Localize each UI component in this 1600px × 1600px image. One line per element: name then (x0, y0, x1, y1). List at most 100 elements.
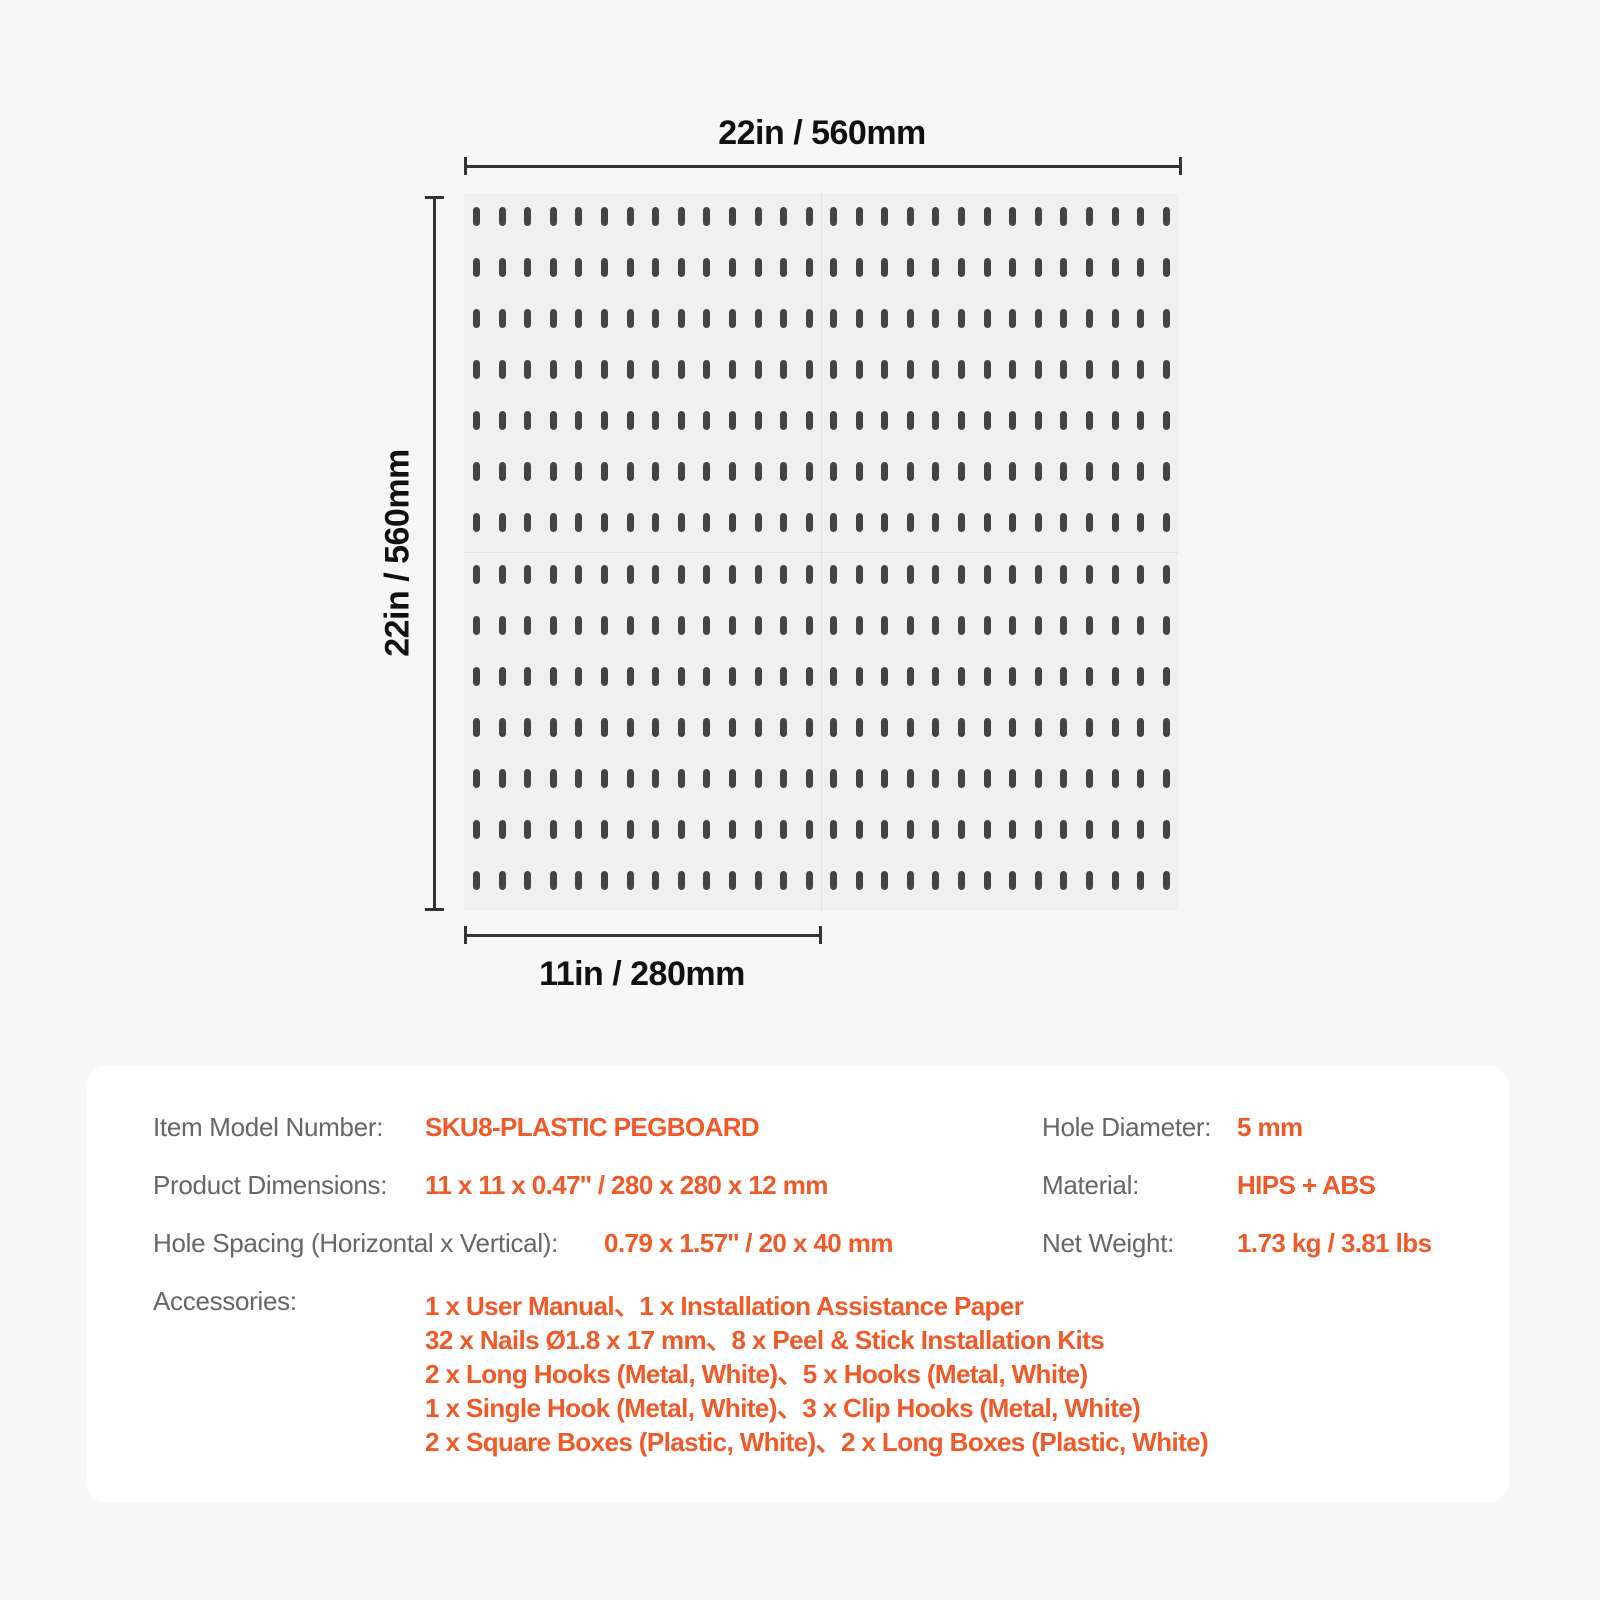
peg-hole (1137, 207, 1145, 226)
peg-hole (932, 411, 940, 430)
peg-hole (524, 258, 532, 277)
peg-hole (1060, 462, 1068, 481)
peg-hole (1034, 871, 1042, 890)
accessories-label: Accessories: (153, 1286, 297, 1316)
peg-hole (626, 360, 634, 379)
peg-hole (830, 309, 837, 328)
peg-hole (932, 309, 940, 328)
peg-hole (549, 718, 557, 737)
peg-hole (703, 565, 711, 584)
peg-hole (575, 820, 583, 839)
peg-hole (1137, 769, 1145, 788)
peg-hole (780, 462, 788, 481)
peg-hole (729, 411, 736, 430)
peg-hole (1162, 462, 1170, 481)
peg-hole (906, 769, 914, 788)
accessory-item: 1 x Single Hook (Metal, White)、3 x Clip … (425, 1393, 1141, 1423)
peg-hole (1111, 616, 1119, 635)
peg-hole (855, 718, 863, 737)
peg-hole (1086, 820, 1093, 839)
peg-hole (1034, 360, 1042, 379)
peg-hole (498, 207, 506, 226)
width-tick-left (464, 157, 467, 175)
peg-hole (498, 769, 506, 788)
peg-hole (473, 411, 480, 430)
peg-hole (906, 462, 914, 481)
peg-hole (524, 718, 532, 737)
peg-hole (983, 207, 991, 226)
peg-hole (958, 411, 965, 430)
peg-hole (473, 207, 480, 226)
peg-hole (881, 769, 889, 788)
peg-hole (932, 871, 940, 890)
peg-hole (855, 871, 863, 890)
peg-hole (932, 513, 940, 532)
peg-hole (1009, 667, 1017, 686)
peg-hole (652, 309, 660, 328)
peg-hole (575, 667, 583, 686)
peg-hole (805, 462, 813, 481)
peg-hole (1060, 258, 1068, 277)
peg-hole (983, 411, 991, 430)
peg-hole (703, 462, 711, 481)
peg-hole (1111, 309, 1119, 328)
peg-hole (983, 871, 991, 890)
peg-hole (677, 769, 685, 788)
peg-hole (524, 462, 532, 481)
peg-hole (1111, 360, 1119, 379)
peg-hole (855, 513, 863, 532)
peg-hole (524, 207, 532, 226)
peg-hole (780, 258, 788, 277)
peg-hole (677, 309, 685, 328)
peg-hole (729, 258, 736, 277)
peg-hole (626, 718, 634, 737)
peg-hole (549, 360, 557, 379)
peg-hole (805, 565, 813, 584)
peg-hole (473, 462, 480, 481)
peg-hole (677, 667, 685, 686)
model-value: SKU8-PLASTIC PEGBOARD (425, 1112, 760, 1142)
peg-hole (830, 513, 837, 532)
peg-hole (958, 820, 965, 839)
peg-hole (626, 513, 634, 532)
peg-hole (1111, 207, 1119, 226)
peg-hole (881, 820, 889, 839)
peg-hole (1137, 616, 1145, 635)
peg-hole (652, 360, 660, 379)
peg-hole (524, 616, 532, 635)
peg-hole (830, 207, 837, 226)
peg-hole (601, 820, 608, 839)
peg-hole (1162, 718, 1170, 737)
peg-hole (983, 462, 991, 481)
peg-hole (805, 871, 813, 890)
peg-hole (881, 411, 889, 430)
peg-hole (652, 718, 660, 737)
peg-hole (1162, 309, 1170, 328)
peg-hole (729, 513, 736, 532)
peg-hole (652, 667, 660, 686)
peg-hole (575, 309, 583, 328)
peg-hole (906, 207, 914, 226)
peg-hole (677, 820, 685, 839)
peg-hole (855, 667, 863, 686)
peg-hole (1009, 411, 1017, 430)
peg-hole (524, 769, 532, 788)
peg-hole (652, 820, 660, 839)
peg-hole (498, 513, 506, 532)
peg-hole (1086, 769, 1093, 788)
peg-hole (855, 565, 863, 584)
peg-hole (932, 565, 940, 584)
peg-hole (983, 513, 991, 532)
peg-hole (729, 565, 736, 584)
peg-hole (932, 616, 940, 635)
peg-hole (575, 769, 583, 788)
peg-hole (1137, 718, 1145, 737)
peg-hole (1009, 462, 1017, 481)
peg-hole (906, 718, 914, 737)
hole-diameter-label: Hole Diameter: (1042, 1112, 1212, 1142)
peg-hole (1086, 360, 1093, 379)
peg-hole (473, 360, 480, 379)
peg-hole (498, 360, 506, 379)
peg-hole (601, 411, 608, 430)
dimensions-label: Product Dimensions: (153, 1170, 388, 1200)
